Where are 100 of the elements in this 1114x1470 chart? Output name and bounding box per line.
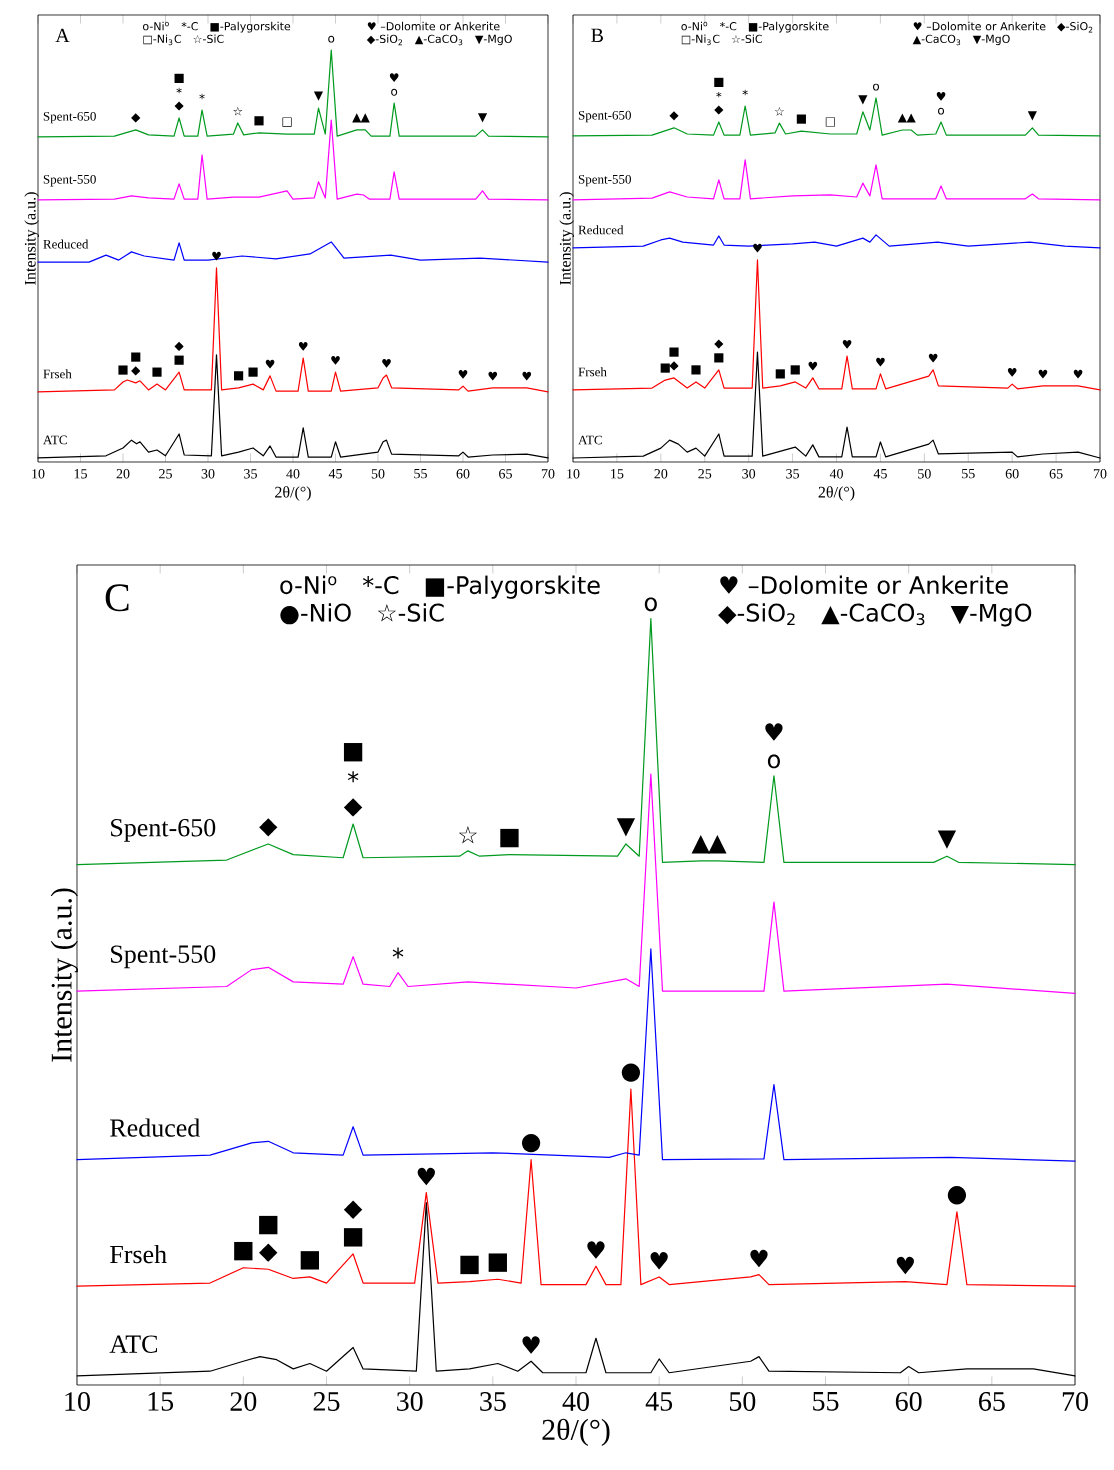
x-tick-label: 35 [244,469,258,479]
annotation: □ [825,117,836,127]
series-label: ATC [578,435,603,445]
annotation: ■ [775,369,786,379]
x-tick-label: 65 [1049,469,1063,479]
annotation: ▲ [906,113,916,123]
annotation: ☆ [458,825,478,844]
annotation: ♥ [1073,369,1083,379]
text: ☆-SiC [193,34,224,44]
annotation: ■ [790,365,800,375]
annotation: ▲ [897,113,908,123]
annotation: ■ [234,1241,253,1261]
x-axis-title: 2θ/(°) [542,1418,610,1447]
x-tick-label: 35 [786,469,800,479]
chart-title: A [55,28,70,42]
x-axis-title: 2θ/(°) [275,486,312,501]
annotation: ▲ [352,113,362,123]
x-tick-label: 15 [74,469,88,479]
annotation: ■ [691,365,701,375]
x-tick-label: 20 [116,469,130,479]
annotation: ♥ [212,251,222,261]
annotation: ☆-SiC [377,603,444,622]
annotation: ♥ [382,358,392,368]
annotation: ▼ [1027,111,1038,121]
annotation: ▲ [708,835,727,854]
series-label: ATC [109,1335,158,1353]
annotation: ▼ [478,113,488,123]
x-tick-label: 50 [371,469,385,479]
x-tick-label: 15 [611,469,624,479]
annotation: ● [522,1133,541,1153]
annotation: ☆ [233,106,243,116]
annotation: ♥ [488,371,498,381]
annotation: ☆ [774,106,785,116]
annotation: ♥ [765,723,783,741]
series-label: Spent-550 [111,945,216,969]
annotation: ♥ [876,357,885,367]
annotation: * [392,947,404,959]
text: *-C [363,576,399,595]
annotation: ♥ [753,243,762,253]
annotation: * [348,771,359,783]
series-label: Frseh [110,1244,167,1264]
annotation: ■ [500,828,519,848]
text: ◆-SiO$_{2}$ [367,34,403,46]
annotation: ♥ [331,356,341,365]
chart-title: C [105,584,129,612]
annotation: ◆ [669,111,679,121]
text: □-Ni$_{3}$C [143,34,182,46]
annotation: ■ [300,1251,320,1270]
series-label: Spent-550 [579,174,632,187]
text: ☆-SiC [731,34,763,44]
annotation: ■ [344,1228,363,1247]
annotation: ♥ [522,1336,540,1354]
annotation: ◆ [131,113,141,123]
series-label: Frseh [43,369,72,379]
series-label: ATC [43,435,67,445]
x-tick-label: 30 [742,469,756,479]
annotation: ♥ [750,1249,768,1268]
text: ♥ –Dolomite or Ankerite [367,21,500,31]
y-axis-title: Intensity (a.u.) [559,192,575,285]
annotation: ♥ [650,1252,668,1270]
x-tick-label: 55 [962,469,975,479]
text: *-C [720,22,737,31]
x-tick-label: 55 [813,1392,839,1411]
annotation: * [176,87,182,94]
annotation: ■ [714,353,724,363]
annotation: o [391,88,398,96]
annotation: ▼-MgO [950,603,1032,627]
x-tick-label: 70 [542,469,555,479]
x-axis-title: 2θ/(°) [818,486,855,501]
annotation: ◆ [714,105,724,115]
x-tick-label: 60 [456,469,470,479]
annotation: ◆ [259,818,278,837]
series-label: Reduced [110,1118,201,1137]
annotation: ■ [660,363,670,373]
x-tick-label: 25 [313,1392,340,1411]
annotation: ♥ [808,361,818,371]
x-tick-label: 45 [873,469,888,479]
x-tick-label: 45 [328,469,343,479]
x-tick-label: 65 [499,469,513,479]
text: ■-Palygorskite [749,21,829,33]
annotation: ■ [344,743,363,762]
annotation: ● [947,1186,967,1205]
annotation: ■ [259,1215,278,1235]
annotation: ■ [254,116,264,126]
series-label: Spent-650 [111,818,216,842]
annotation: ◆ [131,366,141,376]
text: o-Ni$^{o}$ [681,21,708,31]
x-tick-label: 70 [1063,1392,1089,1411]
annotation: ■ [174,73,184,83]
x-tick-label: 40 [286,469,300,479]
text: ◆-SiO$_{2}$ [1057,21,1093,33]
x-tick-label: 65 [979,1392,1005,1411]
series-label: Reduced [578,225,624,235]
annotation: ■ [714,77,724,87]
annotation: ♥ [896,1256,915,1275]
annotation: ▼ [314,91,324,101]
annotation: ♥ [842,339,852,349]
text: □-Ni$_{3}$C [681,34,720,46]
annotation: o [645,597,658,612]
annotation: ▼ [937,830,957,849]
